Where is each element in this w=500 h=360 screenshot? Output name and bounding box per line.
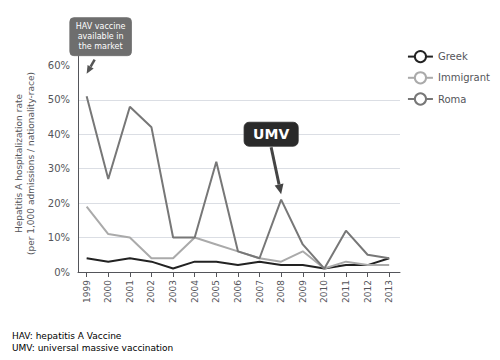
- svg-text:UMV: universal massive vaccina: UMV: universal massive vaccination: [12, 343, 173, 353]
- svg-text:60%: 60%: [48, 60, 70, 71]
- svg-text:Hepatitis A hospitalization ra: Hepatitis A hospitalization rate: [14, 94, 24, 233]
- svg-text:2009: 2009: [298, 280, 308, 303]
- svg-text:Roma: Roma: [438, 94, 467, 105]
- svg-text:available in: available in: [78, 32, 124, 41]
- svg-text:2006: 2006: [233, 280, 243, 303]
- svg-text:20%: 20%: [48, 198, 70, 209]
- svg-text:2002: 2002: [146, 280, 156, 303]
- svg-text:2000: 2000: [103, 280, 113, 303]
- svg-text:2003: 2003: [168, 280, 178, 303]
- svg-text:0%: 0%: [54, 267, 70, 278]
- svg-text:2011: 2011: [341, 280, 351, 303]
- svg-text:Immigrant: Immigrant: [438, 72, 490, 83]
- svg-text:50%: 50%: [48, 94, 70, 105]
- svg-text:UMV: UMV: [253, 126, 289, 142]
- svg-text:2007: 2007: [255, 280, 265, 303]
- svg-text:2005: 2005: [211, 280, 221, 303]
- svg-text:(per 1,000 admissions / nation: (per 1,000 admissions / nationality-race…: [26, 72, 36, 255]
- svg-text:HAV: hepatitis A Vaccine: HAV: hepatitis A Vaccine: [12, 331, 122, 341]
- svg-text:HAV vaccine: HAV vaccine: [76, 22, 126, 31]
- svg-text:2012: 2012: [363, 280, 373, 303]
- svg-text:2008: 2008: [276, 280, 286, 303]
- svg-text:2004: 2004: [190, 280, 200, 303]
- svg-text:10%: 10%: [48, 232, 70, 243]
- svg-text:the market: the market: [79, 42, 123, 51]
- svg-text:30%: 30%: [48, 163, 70, 174]
- svg-text:2013: 2013: [384, 280, 394, 303]
- svg-text:Greek: Greek: [438, 51, 468, 62]
- svg-text:40%: 40%: [48, 129, 70, 140]
- svg-text:1999: 1999: [82, 280, 92, 303]
- svg-text:2001: 2001: [125, 280, 135, 303]
- svg-text:2010: 2010: [319, 280, 329, 303]
